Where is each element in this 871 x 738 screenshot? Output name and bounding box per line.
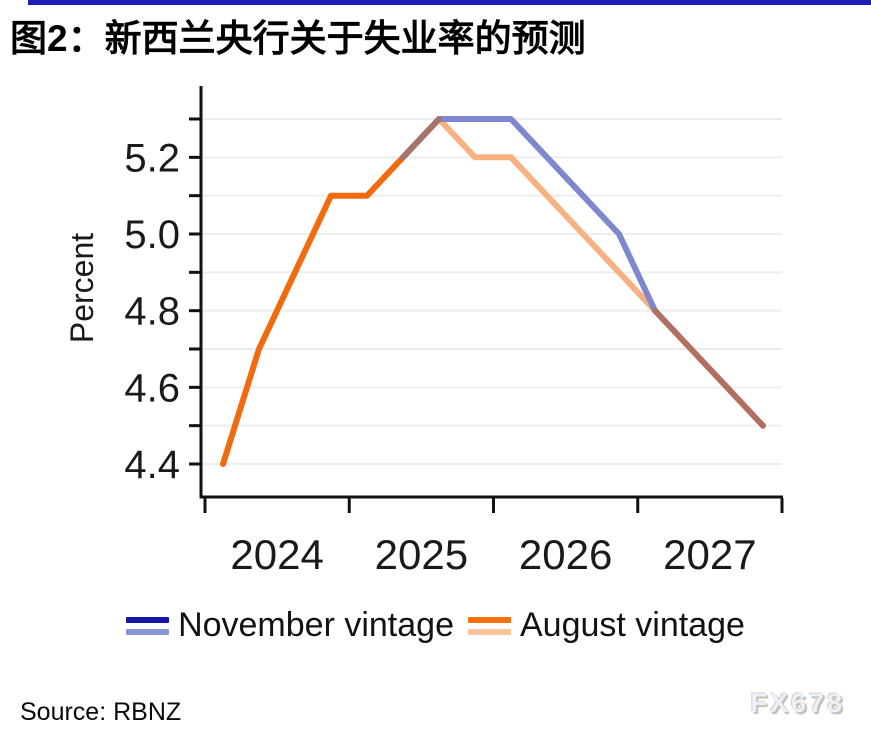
x-tick-label: 2024	[230, 531, 323, 578]
history-color-bar	[126, 616, 170, 623]
legend-swatch-november-vintage	[126, 616, 170, 635]
x-tick-label: 2027	[663, 531, 756, 578]
fx678-watermark: FX678	[750, 688, 845, 718]
y-tick-label: 5.0	[124, 213, 180, 257]
forecast-color-bar	[126, 628, 170, 635]
legend-swatch-august-vintage	[467, 616, 511, 635]
series-vintages-overlap	[400, 116, 442, 161]
y-tick-label: 5.2	[124, 136, 180, 180]
series-lines	[220, 116, 766, 467]
forecast-color-bar	[467, 628, 511, 635]
legend-label: August vintage	[519, 606, 745, 644]
source-note: Source: RBNZ	[20, 698, 182, 726]
x-tick-label: 2025	[375, 531, 468, 578]
axes: 4.4 4.6 4.8 5.0 5.2 2024 2025 2026 2027	[124, 86, 784, 578]
y-axis-title: Percent	[64, 233, 100, 343]
series-august-forecast	[436, 116, 658, 314]
series-november-forecast	[400, 116, 658, 314]
x-tick-label: 2026	[519, 531, 612, 578]
legend-item-august-vintage: August vintage	[467, 606, 745, 645]
chart-legend: November vintage August vintage	[0, 606, 871, 645]
series-merged-tail	[652, 307, 766, 429]
y-tick-label: 4.6	[124, 366, 180, 410]
series-august-history	[220, 154, 406, 467]
history-color-bar	[467, 616, 511, 623]
y-tick-label: 4.8	[124, 290, 180, 334]
legend-label: November vintage	[178, 606, 454, 644]
y-tick-label: 4.4	[124, 443, 180, 487]
chart-title: 图2：新西兰央行关于失业率的预测	[10, 18, 586, 59]
top-accent-bar	[28, 0, 871, 5]
legend-item-november-vintage: November vintage	[126, 606, 454, 645]
